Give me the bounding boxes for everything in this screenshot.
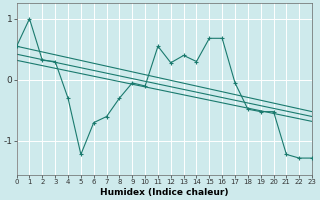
X-axis label: Humidex (Indice chaleur): Humidex (Indice chaleur) (100, 188, 228, 197)
